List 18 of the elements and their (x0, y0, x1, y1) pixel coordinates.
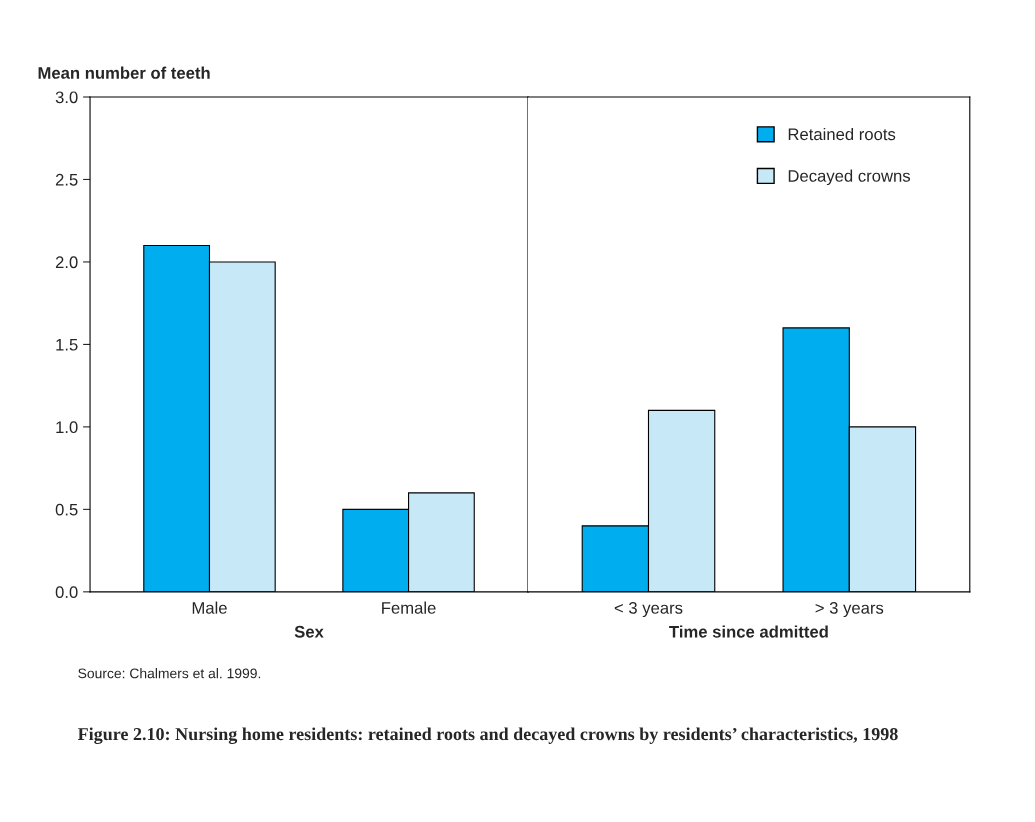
y-tick-label: 0.5 (55, 503, 78, 516)
legend-label: Decayed crowns (788, 169, 911, 186)
y-tick-label: 2.5 (55, 173, 78, 186)
y-tick-label: 1.5 (56, 338, 78, 351)
x-axis-title: Sex (294, 625, 324, 638)
x-tick-label: < 3 years (614, 602, 683, 618)
y-tick-label: 1.0 (56, 421, 78, 434)
x-tick-label: Female (382, 601, 436, 614)
x-tick-label: > 3 years (815, 602, 884, 618)
x-axis-title: Time since admitted (669, 625, 828, 638)
text: Figure 2.10: Nursing home residents: retained roots and decayed crowns by residents’ characteristics, 1998 (77, 727, 898, 744)
x-tick-label: Male (192, 601, 227, 614)
source-note: Source: Chalmers et al. 1999. (78, 668, 261, 679)
y-axis-title: Mean number of teeth (38, 66, 210, 79)
y-tick-label: 2.0 (55, 256, 78, 269)
legend-label: Retained roots (788, 127, 896, 141)
y-tick-label: 0.0 (55, 586, 78, 599)
y-tick-label: 3.0 (55, 91, 78, 104)
